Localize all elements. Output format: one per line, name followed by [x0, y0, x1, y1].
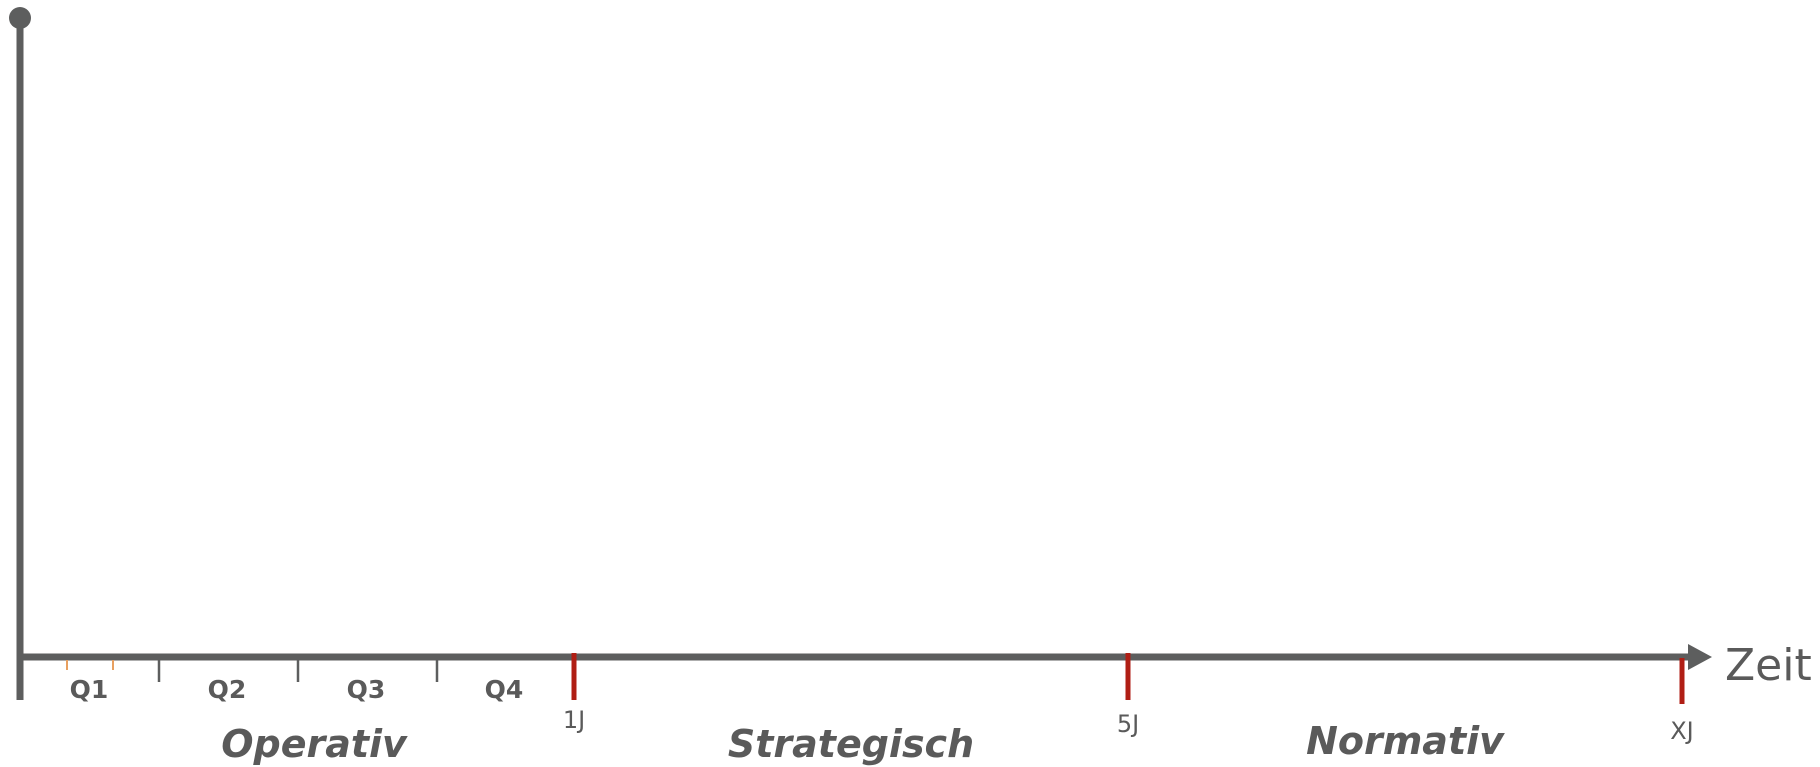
phase-label-strategisch: Strategisch	[728, 722, 974, 766]
quarter-label-q3: Q3	[347, 675, 386, 704]
quarter-label-q4: Q4	[485, 675, 524, 704]
year-label-5j: 5J	[1117, 710, 1139, 738]
y-axis-dot	[9, 7, 31, 29]
phase-label-operativ: Operativ	[221, 722, 408, 766]
quarter-label-q1: Q1	[70, 675, 109, 704]
x-axis-label: Zeit	[1725, 640, 1812, 691]
x-axis-arrowhead	[1688, 644, 1712, 670]
year-label-1j: 1J	[563, 706, 585, 734]
quarter-label-q2: Q2	[208, 675, 247, 704]
year-label-xj: XJ	[1670, 717, 1694, 745]
phase-label-normativ: Normativ	[1306, 719, 1505, 763]
